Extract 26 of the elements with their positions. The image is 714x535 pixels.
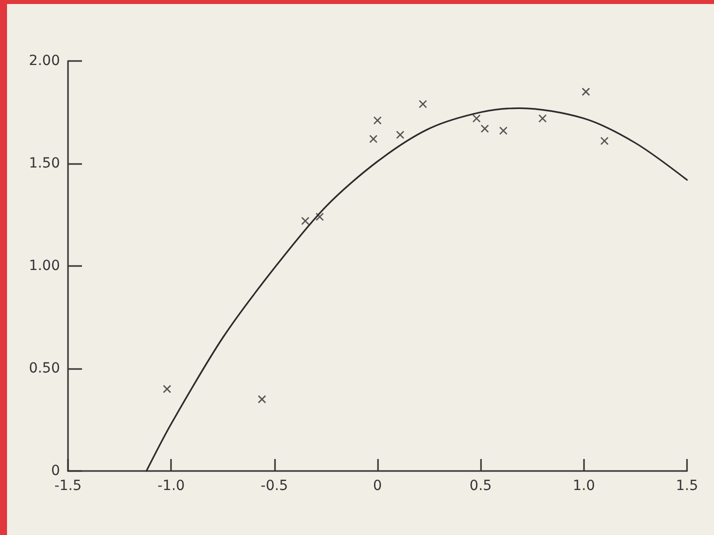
y-tick-label: 1.50 [28,156,60,172]
x-tick-label: 1.5 [676,478,698,494]
x-tick-label: -1.5 [54,478,82,494]
point [480,124,489,133]
point [499,126,508,135]
point [538,114,547,123]
point [600,136,609,146]
y-tick-label: 0.50 [28,360,60,376]
x-tick-label: 0 [373,478,382,494]
point [369,134,378,144]
point [258,395,266,404]
point [316,212,324,221]
point [373,116,382,125]
y-tick-label: 2.00 [28,53,60,69]
x-tick-label: -1.0 [158,478,185,494]
point [162,384,172,394]
x-tick-label: -0.5 [260,478,288,494]
x-tick-label: 1.0 [572,478,595,494]
point [418,100,428,108]
point [472,114,481,123]
point [396,130,404,139]
point [582,88,590,96]
y-tick-label: 0 [51,463,60,479]
x-tick-label: 0.5 [470,478,492,494]
point [301,216,310,226]
y-tick-label: 1.00 [28,258,60,274]
